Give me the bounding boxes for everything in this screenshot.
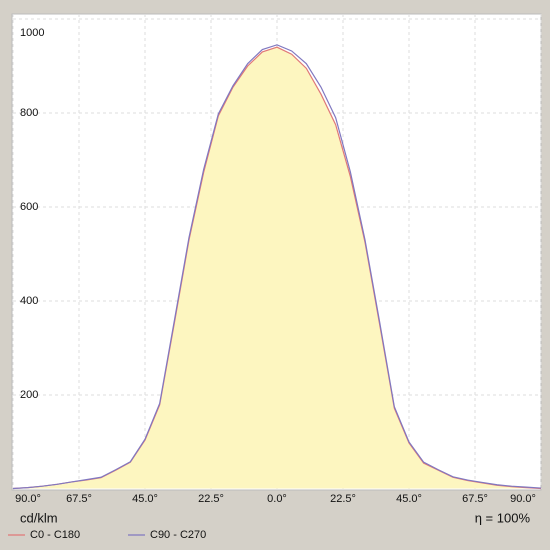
y-tick-label: 800 (20, 107, 38, 119)
y-tick-label: 400 (20, 295, 38, 307)
x-tick-label: 67.5° (462, 493, 488, 505)
series-line (12, 44, 542, 490)
y-unit: cd/klm (20, 510, 58, 525)
x-tick-label: 90.0° (15, 493, 41, 505)
legend-label: C0 - C180 (30, 529, 80, 541)
y-tick-label: 200 (20, 389, 38, 401)
x-tick-label: 90.0° (510, 493, 536, 505)
x-tick-label: 45.0° (396, 493, 422, 505)
efficiency: η = 100% (475, 510, 531, 525)
legend-label: C90 - C270 (150, 529, 206, 541)
x-tick-label: 0.0° (267, 493, 287, 505)
y-tick-label: 1000 (20, 27, 44, 39)
x-tick-label: 45.0° (132, 493, 158, 505)
x-tick-label: 67.5° (66, 493, 92, 505)
y-tick-label: 600 (20, 201, 38, 213)
x-tick-label: 22.5° (198, 493, 224, 505)
x-tick-label: 22.5° (330, 493, 356, 505)
